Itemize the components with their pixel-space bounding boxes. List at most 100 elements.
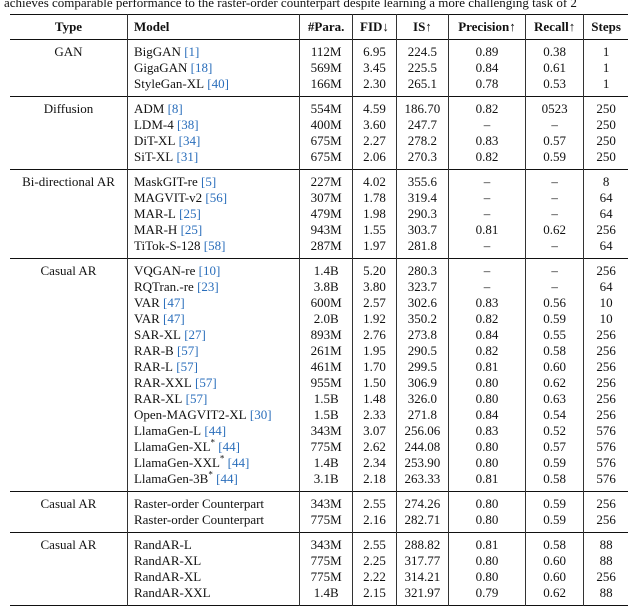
type-cell [10, 455, 127, 471]
value-cell: 88 [583, 532, 628, 553]
value-cell: 0.80 [447, 455, 526, 471]
value-cell: 271.8 [395, 407, 449, 423]
model-cell: MaskGIT-re [5] [126, 169, 300, 190]
table-row: Casual AR Raster-order Counterpart 343M 2.5… [10, 491, 628, 512]
table-row: GigaGAN [18] 569M 3.45 225.5 0.84 0.61 1 [10, 60, 628, 76]
value-cell: 270.3 [395, 149, 449, 170]
value-cell: 0.82 [447, 343, 526, 359]
type-cell [10, 190, 127, 206]
value-cell: 350.2 [395, 311, 449, 327]
value-cell: 0.59 [525, 455, 584, 471]
value-cell: 1.70 [352, 359, 397, 375]
value-cell: 343M [299, 491, 353, 512]
citation: [40] [207, 76, 229, 91]
value-cell: 290.3 [395, 206, 449, 222]
type-label: Casual AR [40, 537, 97, 552]
model-mark: * [219, 453, 225, 464]
value-cell: 186.70 [395, 96, 449, 117]
model-cell: LlamaGen-XXL* [44] [126, 453, 300, 471]
model-cell: LlamaGen-L [44] [126, 423, 300, 439]
row-group: Casual AR VQGAN-re [10] 1.4B 5.20 280.3– –256… [10, 258, 628, 492]
table-row: RandAR-XL 775M 2.22 314.21 0.80 0.60 256 [10, 569, 628, 585]
value-cell: 2.33 [352, 407, 397, 423]
type-cell [10, 117, 127, 133]
table-row: MAGVIT-v2 [56] 307M 1.78 319.4– –64 [10, 190, 628, 206]
table-row: LlamaGen-L [44] 343M 3.07 256.06 0.83 0.52 576 [10, 423, 628, 439]
citation: [10] [198, 263, 221, 278]
value-cell: 2.55 [352, 532, 397, 553]
citation: [57] [176, 359, 198, 374]
value-cell: 317.77 [395, 553, 449, 569]
value-cell: – [525, 238, 584, 259]
type-cell [10, 76, 127, 97]
header-cell: Precision↑ [447, 14, 526, 40]
table-row: GAN BigGAN [1] 112M 6.95 224.5 0.89 0.38 1 [10, 39, 628, 60]
model-cell: VAR [47] [126, 311, 300, 327]
value-cell: 0.62 [525, 375, 584, 391]
value-cell: 0.59 [525, 491, 584, 512]
type-cell [10, 295, 127, 311]
model-name: VAR [133, 295, 160, 310]
value-cell: 955M [299, 375, 353, 391]
value-cell: 343M [299, 532, 353, 553]
value-cell: 0.58 [525, 471, 584, 492]
value-cell: 64 [583, 190, 628, 206]
model-name: TiTok-S-128 [133, 238, 201, 253]
value-cell: 253.90 [395, 455, 449, 471]
value-cell: – [525, 206, 584, 222]
value-cell: 0.54 [525, 407, 584, 423]
value-cell: 263.33 [395, 471, 449, 492]
value-cell: 569M [299, 60, 353, 76]
type-cell [10, 569, 127, 585]
value-cell: – [447, 279, 526, 295]
type-cell: Casual AR [10, 533, 127, 554]
value-cell: 775M [299, 512, 353, 533]
value-cell: 0.84 [447, 327, 526, 343]
value-cell: – [447, 238, 526, 259]
value-cell: – [525, 258, 584, 279]
model-mark: * [208, 469, 213, 480]
value-cell: 3.45 [352, 60, 397, 76]
model-cell: VQGAN-re [10] [126, 258, 300, 279]
value-cell: – [525, 117, 584, 133]
type-label: Diffusion [43, 101, 94, 116]
header-row: Type Model #Para. FID↓ IS↑ Precision↑ Recall↑ S… [10, 14, 628, 40]
type-cell [10, 359, 127, 375]
citation: [44] [227, 455, 250, 470]
value-cell: 88 [583, 585, 628, 606]
model-name: RAR-XL [133, 391, 183, 406]
type-cell: Bi-directional AR [10, 170, 127, 191]
value-cell: 261M [299, 343, 353, 359]
value-cell: 1.5B [299, 391, 353, 407]
citation: [25] [179, 206, 201, 221]
model-cell: Open-MAGVIT2-XL [30] [126, 407, 300, 423]
value-cell: 675M [299, 133, 353, 149]
value-cell: 0.60 [525, 553, 584, 569]
value-cell: 0.60 [525, 569, 584, 585]
value-cell: 10 [583, 295, 628, 311]
model-cell: RAR-B [57] [126, 343, 300, 359]
value-cell: 0.81 [447, 532, 526, 553]
model-name: VAR [133, 311, 160, 326]
header-cell: FID↓ [352, 14, 397, 40]
model-name: MAR-L [133, 206, 176, 221]
value-cell: 247.7 [395, 117, 449, 133]
value-cell: 323.7 [395, 279, 449, 295]
table-row: Casual AR VQGAN-re [10] 1.4B 5.20 280.3– –256 [10, 258, 628, 279]
value-cell: 1.50 [352, 375, 397, 391]
value-cell: 0.81 [447, 222, 526, 238]
value-cell: 675M [299, 149, 353, 170]
value-cell: 256 [583, 222, 628, 238]
value-cell: 1.4B [299, 258, 353, 279]
value-cell: 576 [583, 455, 628, 471]
type-cell [10, 471, 127, 492]
type-cell [10, 423, 127, 439]
citation: [57] [195, 375, 217, 390]
type-label: GAN [54, 44, 83, 59]
model-name: RAR-B [133, 343, 174, 358]
value-cell: 0.57 [525, 439, 584, 455]
value-cell: 0.79 [447, 585, 526, 606]
model-name: SAR-XL [133, 327, 181, 342]
type-cell [10, 375, 127, 391]
model-cell: VAR [47] [126, 295, 300, 311]
